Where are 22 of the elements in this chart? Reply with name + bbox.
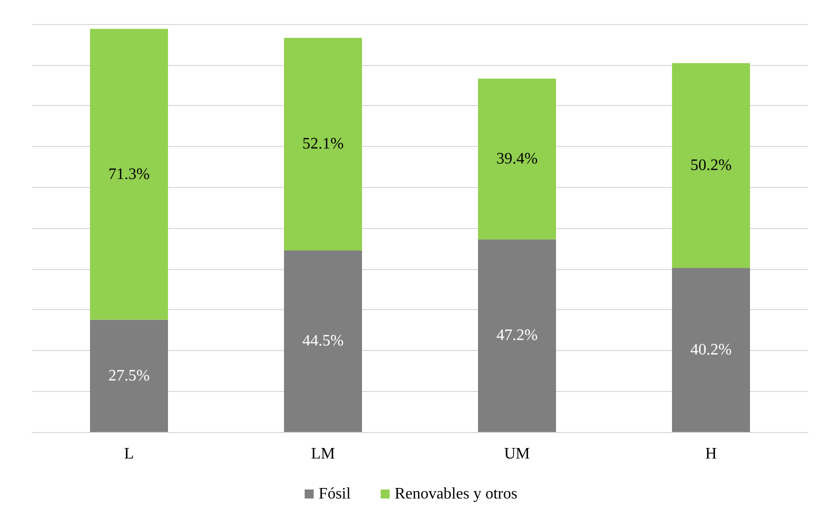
data-label: 47.2%: [496, 327, 538, 344]
bar: [284, 250, 362, 432]
x-tick-label: H: [705, 446, 718, 462]
legend-label: Renovables y otros: [394, 486, 518, 502]
data-label: 71.3%: [108, 166, 150, 183]
data-label: 27.5%: [108, 367, 150, 384]
bar: [672, 63, 750, 268]
data-label: 44.5%: [302, 332, 344, 350]
data-label: 40.2%: [690, 341, 732, 358]
x-tick-label: UM: [504, 446, 530, 462]
bar: [672, 268, 750, 432]
bar: [478, 78, 556, 240]
data-label: 52.1%: [302, 136, 344, 153]
bar: [478, 239, 556, 432]
bar: [90, 320, 168, 432]
data-label: 50.2%: [690, 157, 732, 174]
legend-label: Fósil: [318, 486, 352, 502]
bar: [284, 38, 362, 250]
x-tick-label: LM: [311, 446, 335, 462]
bar: [90, 28, 168, 320]
x-tick-label: L: [124, 446, 134, 462]
data-label: 39.4%: [496, 150, 538, 168]
